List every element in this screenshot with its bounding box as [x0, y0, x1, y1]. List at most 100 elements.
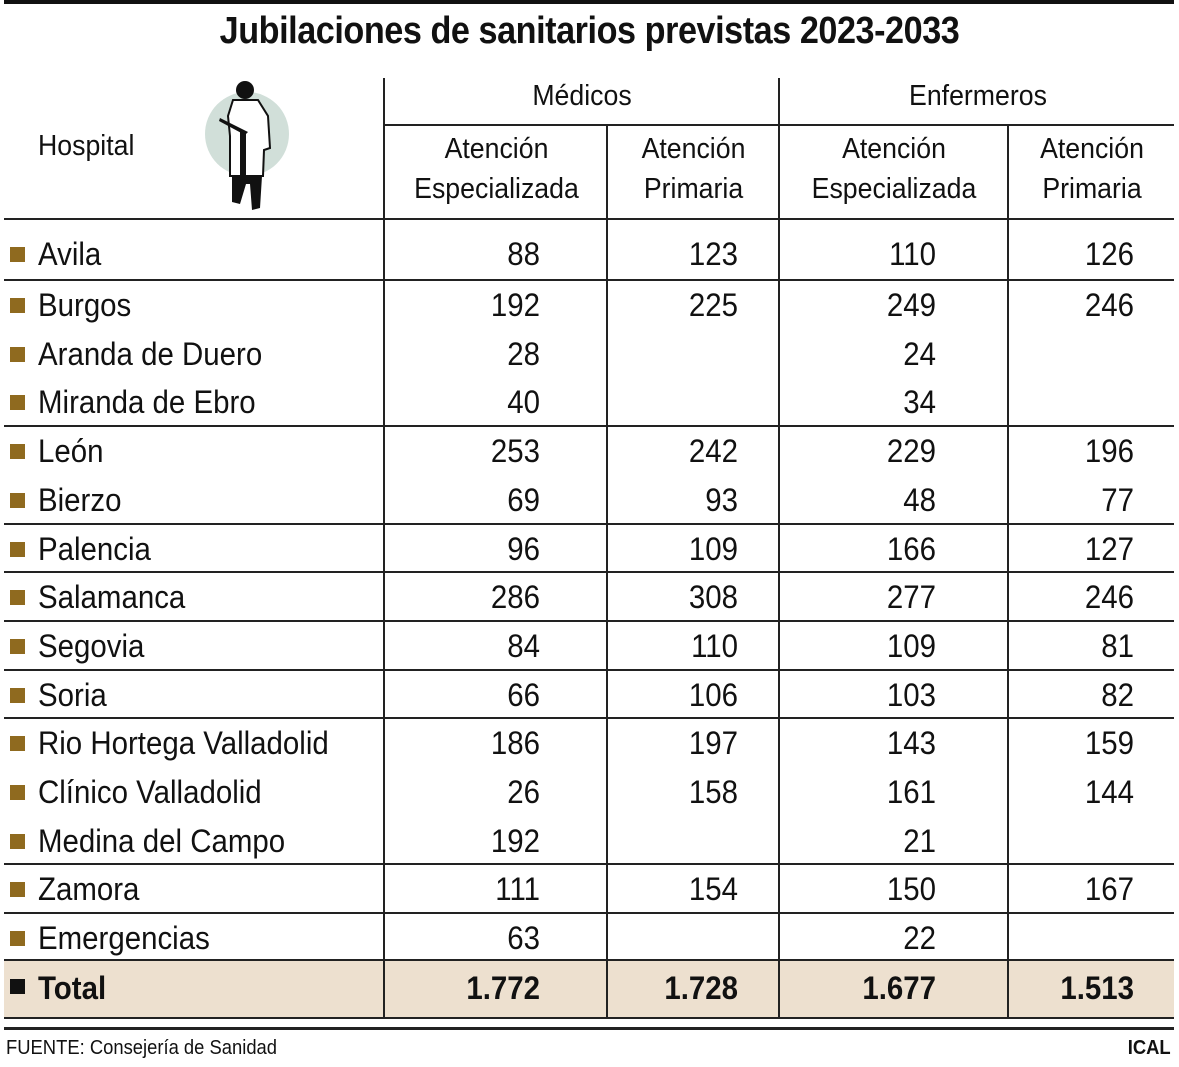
- row-label: Clínico Valladolid: [38, 774, 262, 810]
- total-row: Total 1.772 1.728 1.677 1.513: [4, 961, 1174, 1018]
- cell-value: 192: [490, 287, 540, 323]
- square-bullet-icon: [10, 638, 25, 654]
- doctor-icon: [205, 81, 289, 210]
- total-label: Total: [38, 970, 107, 1006]
- row-label: Soria: [38, 676, 107, 713]
- total-rule: [4, 959, 1174, 962]
- cell-value: 186: [490, 725, 540, 762]
- column-divider: [606, 124, 608, 1018]
- row-label: Medina del Campo: [38, 822, 286, 859]
- row-label: Bierzo: [38, 481, 122, 518]
- cell-value: 93: [705, 481, 738, 518]
- row-label: Palencia: [38, 530, 151, 567]
- cell-value: 277: [886, 579, 936, 616]
- square-bullet-icon: [10, 931, 25, 947]
- total-value: 1.728: [664, 970, 738, 1006]
- column-divider: [383, 78, 385, 1018]
- cell-value: 286: [490, 579, 540, 616]
- square-bullet-icon: [10, 541, 25, 557]
- row-group-rule: [4, 863, 1174, 866]
- row-label: Burgos: [38, 287, 132, 323]
- cell-value: 21: [903, 822, 936, 859]
- cell-value: 84: [507, 627, 540, 664]
- square-bullet-icon: [10, 590, 25, 606]
- top-rule: [4, 0, 1174, 4]
- square-bullet-icon: [10, 687, 25, 703]
- cell-value: 159: [1084, 725, 1134, 762]
- total-value: 1.772: [466, 970, 540, 1006]
- cell-value: 22: [903, 920, 936, 957]
- cell-value: 308: [688, 579, 738, 616]
- square-bullet-icon: [10, 298, 25, 313]
- column-header: Atención Especializada: [414, 133, 579, 205]
- cell-value: 161: [886, 774, 936, 810]
- cell-value: 249: [886, 287, 936, 323]
- group-header-enfermeros: Enfermeros: [909, 80, 1047, 112]
- cell-value: 197: [688, 725, 738, 762]
- cell-value: 127: [1084, 530, 1134, 567]
- table-row: Burgos 192 225 249 246: [4, 280, 1174, 329]
- row-group-rule: [4, 425, 1174, 428]
- row-group-rule: [4, 717, 1174, 720]
- row-label: León: [38, 433, 104, 470]
- cell-value: 123: [688, 236, 738, 272]
- row-group-rule: [4, 522, 1174, 525]
- square-bullet-icon: [10, 736, 25, 752]
- source-note: FUENTE: Consejería de Sanidad: [6, 1037, 278, 1059]
- cell-value: 82: [1101, 676, 1134, 713]
- cell-value: 106: [688, 676, 738, 713]
- square-bullet-icon: [10, 833, 25, 849]
- row-group-rule: [4, 279, 1174, 281]
- cell-value: 229: [886, 433, 936, 470]
- cell-value: 66: [507, 676, 540, 713]
- row-label: Salamanca: [38, 579, 186, 616]
- table-row: Avila 88 123 110 126: [4, 229, 1174, 278]
- header-rule: [4, 218, 1174, 220]
- square-bullet-icon: [10, 444, 25, 460]
- row-group-rule: [4, 571, 1174, 574]
- square-bullet-icon: [10, 247, 25, 262]
- table-row: Bierzo 69 93 48 77: [4, 475, 1174, 524]
- cell-value: 103: [886, 676, 936, 713]
- footer-rule: [4, 1027, 1174, 1030]
- square-bullet-icon: [10, 979, 25, 994]
- table-row: León 253 242 229 196: [4, 426, 1174, 475]
- cell-value: 167: [1084, 871, 1134, 908]
- table-row: Aranda de Duero 28 24: [4, 329, 1174, 378]
- cell-value: 28: [507, 335, 540, 372]
- row-group-rule: [4, 912, 1174, 915]
- cell-value: 192: [490, 822, 540, 859]
- row-label: Miranda de Ebro: [38, 384, 256, 421]
- cell-value: 40: [507, 384, 540, 421]
- table-row: Segovia 84 110 109 81: [4, 621, 1174, 670]
- credit: ICAL: [1128, 1037, 1171, 1059]
- cell-value: 225: [688, 287, 738, 323]
- cell-value: 246: [1084, 579, 1134, 616]
- cell-value: 154: [688, 871, 738, 908]
- cell-value: 246: [1084, 287, 1134, 323]
- cell-value: 63: [507, 920, 540, 957]
- row-group-rule: [4, 668, 1174, 671]
- cell-value: 166: [886, 530, 936, 567]
- row-label: Aranda de Duero: [38, 335, 263, 372]
- column-divider: [1007, 124, 1009, 1018]
- table-row: Miranda de Ebro 40 34: [4, 377, 1174, 426]
- square-bullet-icon: [10, 346, 25, 362]
- cell-value: 24: [903, 335, 936, 372]
- cell-value: 111: [495, 871, 540, 908]
- square-bullet-icon: [10, 785, 25, 800]
- cell-value: 150: [886, 871, 936, 908]
- table-row: Palencia 96 109 166 127: [4, 524, 1174, 573]
- cell-value: 110: [691, 627, 738, 664]
- row-label: Segovia: [38, 627, 145, 664]
- row-group-rule: [4, 619, 1174, 622]
- table-row: Clínico Valladolid 26 158 161 144: [4, 767, 1174, 816]
- cell-value: 143: [886, 725, 936, 762]
- total-value: 1.513: [1060, 970, 1134, 1006]
- cell-value: 253: [490, 433, 540, 470]
- cell-value: 109: [688, 530, 738, 567]
- table-row: Medina del Campo 192 21: [4, 816, 1174, 865]
- row-label: Rio Hortega Valladolid: [38, 725, 329, 762]
- cell-value: 126: [1084, 236, 1134, 272]
